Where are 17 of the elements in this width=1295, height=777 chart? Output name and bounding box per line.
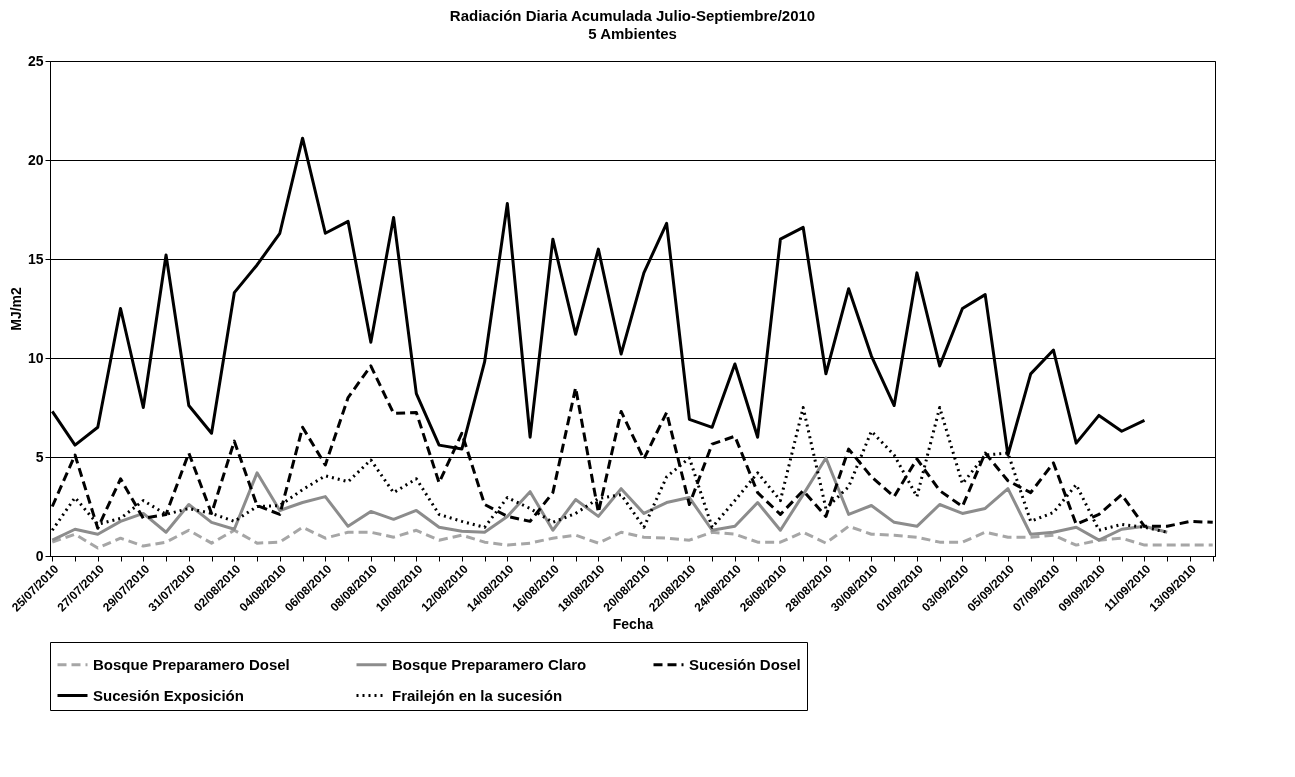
y-tick-label: 0 <box>35 547 44 564</box>
y-axis-title: MJ/m2 <box>7 287 24 331</box>
y-tick-label: 10 <box>27 349 44 366</box>
legend-label: Sucesión Dosel <box>689 655 801 673</box>
line-series <box>50 524 1215 550</box>
chart-title: Radiación Diaria Acumulada Julio-Septiembre/2010 <box>449 7 816 24</box>
y-tick-label: 25 <box>27 52 44 69</box>
line-series <box>50 456 1169 542</box>
legend-label: Bosque Preparamero Claro <box>392 655 587 673</box>
legend-label: Bosque Preparamero Dosel <box>93 655 290 673</box>
chart-subtitle: 5 Ambientes <box>588 25 677 42</box>
legend-label: Frailejón en la sucesión <box>392 686 563 704</box>
x-axis-title: Fecha <box>612 615 654 632</box>
legend-label: Sucesión Exposición <box>93 686 244 704</box>
y-tick-label: 15 <box>27 250 44 267</box>
y-tick-label: 20 <box>27 151 44 168</box>
y-tick-label: 5 <box>35 448 44 465</box>
